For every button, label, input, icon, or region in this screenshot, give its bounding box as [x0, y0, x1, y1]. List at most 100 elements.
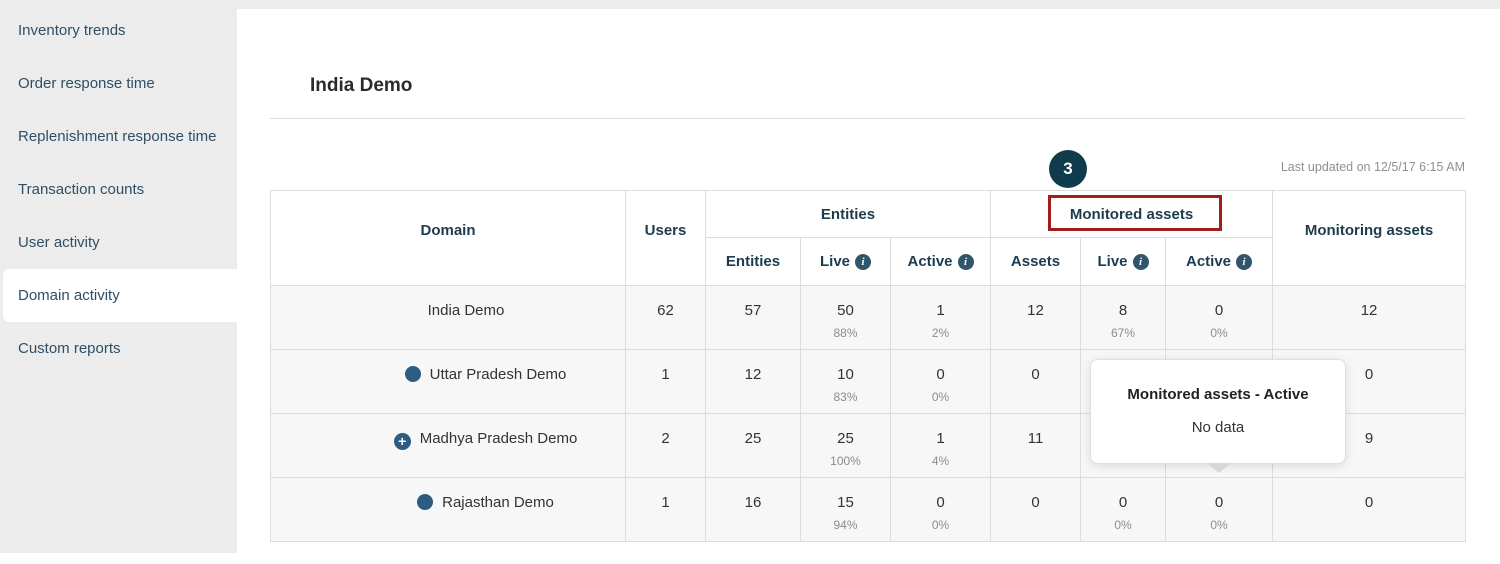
- cell-entities-live: 50 88%: [800, 285, 891, 350]
- percent: 4%: [931, 454, 950, 468]
- cell-monitored-live: 0 0%: [1080, 477, 1167, 542]
- domain-name: Madhya Pradesh Demo: [419, 430, 578, 447]
- sidebar-item-replenishment-response-time[interactable]: Replenishment response time: [18, 128, 217, 145]
- domain-name-cell: India Demo: [270, 285, 626, 350]
- value: 50: [837, 302, 854, 319]
- col-header-entities-active: Active i: [889, 237, 992, 286]
- reports-sidebar: Inventory trends Order response time Rep…: [0, 0, 237, 553]
- col-header-monitored-live: Live i: [1080, 237, 1167, 286]
- cell-monitored-live: 8 67%: [1080, 285, 1167, 350]
- last-updated-text: Last updated on 12/5/17 6:15 AM: [1280, 160, 1465, 174]
- cell-entities: 25: [705, 413, 801, 478]
- value: 1: [936, 430, 945, 447]
- cell-entities-active: 0 0%: [889, 477, 992, 542]
- col-header-entities: Entities: [705, 237, 801, 286]
- cell-monitored-active: 0 0%: [1165, 477, 1274, 542]
- sidebar-item-order-response-time[interactable]: Order response time: [18, 75, 155, 92]
- cell-entities-live: 10 83%: [800, 349, 891, 414]
- main-content: India Demo Last updated on 12/5/17 6:15 …: [237, 9, 1500, 564]
- col-header-assets: Assets: [990, 237, 1082, 286]
- monitored-live-label: Live: [1097, 253, 1128, 270]
- percent: 0%: [1210, 518, 1228, 532]
- domain-name: India Demo: [427, 302, 505, 319]
- domain-dot-icon: [404, 366, 421, 382]
- domain-name-cell: + Madhya Pradesh Demo: [270, 413, 626, 478]
- percent: 83%: [833, 390, 858, 404]
- percent: 0%: [931, 518, 950, 532]
- domain-name: Uttar Pradesh Demo: [429, 366, 567, 383]
- info-icon[interactable]: i: [1132, 254, 1149, 270]
- value: 0: [936, 366, 945, 383]
- cell-users: 1: [625, 477, 706, 542]
- expand-plus-icon[interactable]: +: [393, 433, 411, 450]
- cell-users: 2: [625, 413, 706, 478]
- cell-assets: 11: [990, 413, 1082, 478]
- value: 0: [1214, 302, 1224, 319]
- domain-dot-icon: [417, 494, 434, 510]
- sidebar-item-transaction-counts[interactable]: Transaction counts: [18, 181, 145, 198]
- info-icon[interactable]: i: [1236, 254, 1253, 270]
- entities-live-label: Live: [819, 253, 850, 270]
- page-title: India Demo: [310, 75, 413, 96]
- cell-monitored-active: 0 0%: [1165, 285, 1274, 350]
- monitored-active-label: Active: [1186, 253, 1232, 270]
- value: 0: [1214, 494, 1224, 511]
- cell-entities-live: 25 100%: [800, 413, 891, 478]
- percent: 0%: [1210, 326, 1228, 340]
- cell-entities: 57: [705, 285, 801, 350]
- sidebar-item-inventory-trends[interactable]: Inventory trends: [18, 22, 126, 39]
- col-header-monitoring-assets: Monitoring assets: [1272, 190, 1467, 286]
- tooltip-caret-icon: [1207, 463, 1231, 473]
- info-icon[interactable]: i: [957, 254, 974, 270]
- cell-users: 62: [625, 285, 706, 350]
- value: 1: [936, 302, 945, 319]
- col-header-monitored-active: Active i: [1165, 237, 1274, 286]
- value: 10: [837, 366, 854, 383]
- group-header-entities: Entities: [704, 190, 992, 238]
- col-header-entities-live: Live i: [800, 237, 891, 286]
- annotation-step-badge: 3: [1049, 150, 1087, 188]
- cell-monitoring-assets: 12: [1272, 285, 1467, 350]
- cell-assets: 12: [990, 285, 1082, 350]
- cell-entities: 16: [705, 477, 801, 542]
- tooltip-title: Monitored assets - Active: [1127, 386, 1309, 403]
- table-row: Rajasthan Demo 1 16 15 94% 0 0% 0 0 0% 0 0% …: [270, 477, 1467, 542]
- cell-entities-active: 1 2%: [889, 285, 992, 350]
- value: 0: [1118, 494, 1128, 511]
- percent: 88%: [833, 326, 858, 340]
- sidebar-item-custom-reports[interactable]: Custom reports: [18, 340, 121, 357]
- cell-entities-active: 1 4%: [889, 413, 992, 478]
- percent: 0%: [1114, 518, 1132, 532]
- table-row: India Demo 62 57 50 88% 1 2% 12 8 67% 0 0% 1…: [270, 285, 1467, 350]
- percent: 94%: [833, 518, 858, 532]
- cell-monitoring-assets: 0: [1272, 477, 1467, 542]
- percent: 100%: [830, 454, 861, 468]
- percent: 2%: [931, 326, 950, 340]
- col-header-users: Users: [625, 190, 706, 286]
- cell-entities: 12: [705, 349, 801, 414]
- value: 0: [936, 494, 945, 511]
- tooltip-monitored-assets-active: Monitored assets - Active No data: [1090, 359, 1346, 473]
- tooltip-body: No data: [1191, 419, 1245, 436]
- title-divider: [270, 118, 1465, 119]
- domain-name: Rajasthan Demo: [442, 494, 554, 511]
- value: 15: [837, 494, 854, 511]
- col-header-domain: Domain: [270, 190, 626, 286]
- top-strip: [0, 0, 1500, 9]
- value: 25: [837, 430, 854, 447]
- cell-assets: 0: [990, 477, 1082, 542]
- cell-entities-live: 15 94%: [800, 477, 891, 542]
- percent: 67%: [1111, 326, 1136, 340]
- domain-name-cell: Rajasthan Demo: [270, 477, 626, 542]
- sidebar-item-user-activity[interactable]: User activity: [18, 234, 100, 251]
- cell-users: 1: [625, 349, 706, 414]
- percent: 0%: [931, 390, 950, 404]
- value: 8: [1118, 302, 1128, 319]
- group-header-monitored-assets: Monitored assets: [990, 190, 1274, 238]
- cell-entities-active: 0 0%: [889, 349, 992, 414]
- entities-active-label: Active: [907, 253, 953, 270]
- sidebar-item-domain-activity[interactable]: Domain activity: [3, 269, 237, 322]
- cell-assets: 0: [990, 349, 1082, 414]
- info-icon[interactable]: i: [855, 254, 871, 270]
